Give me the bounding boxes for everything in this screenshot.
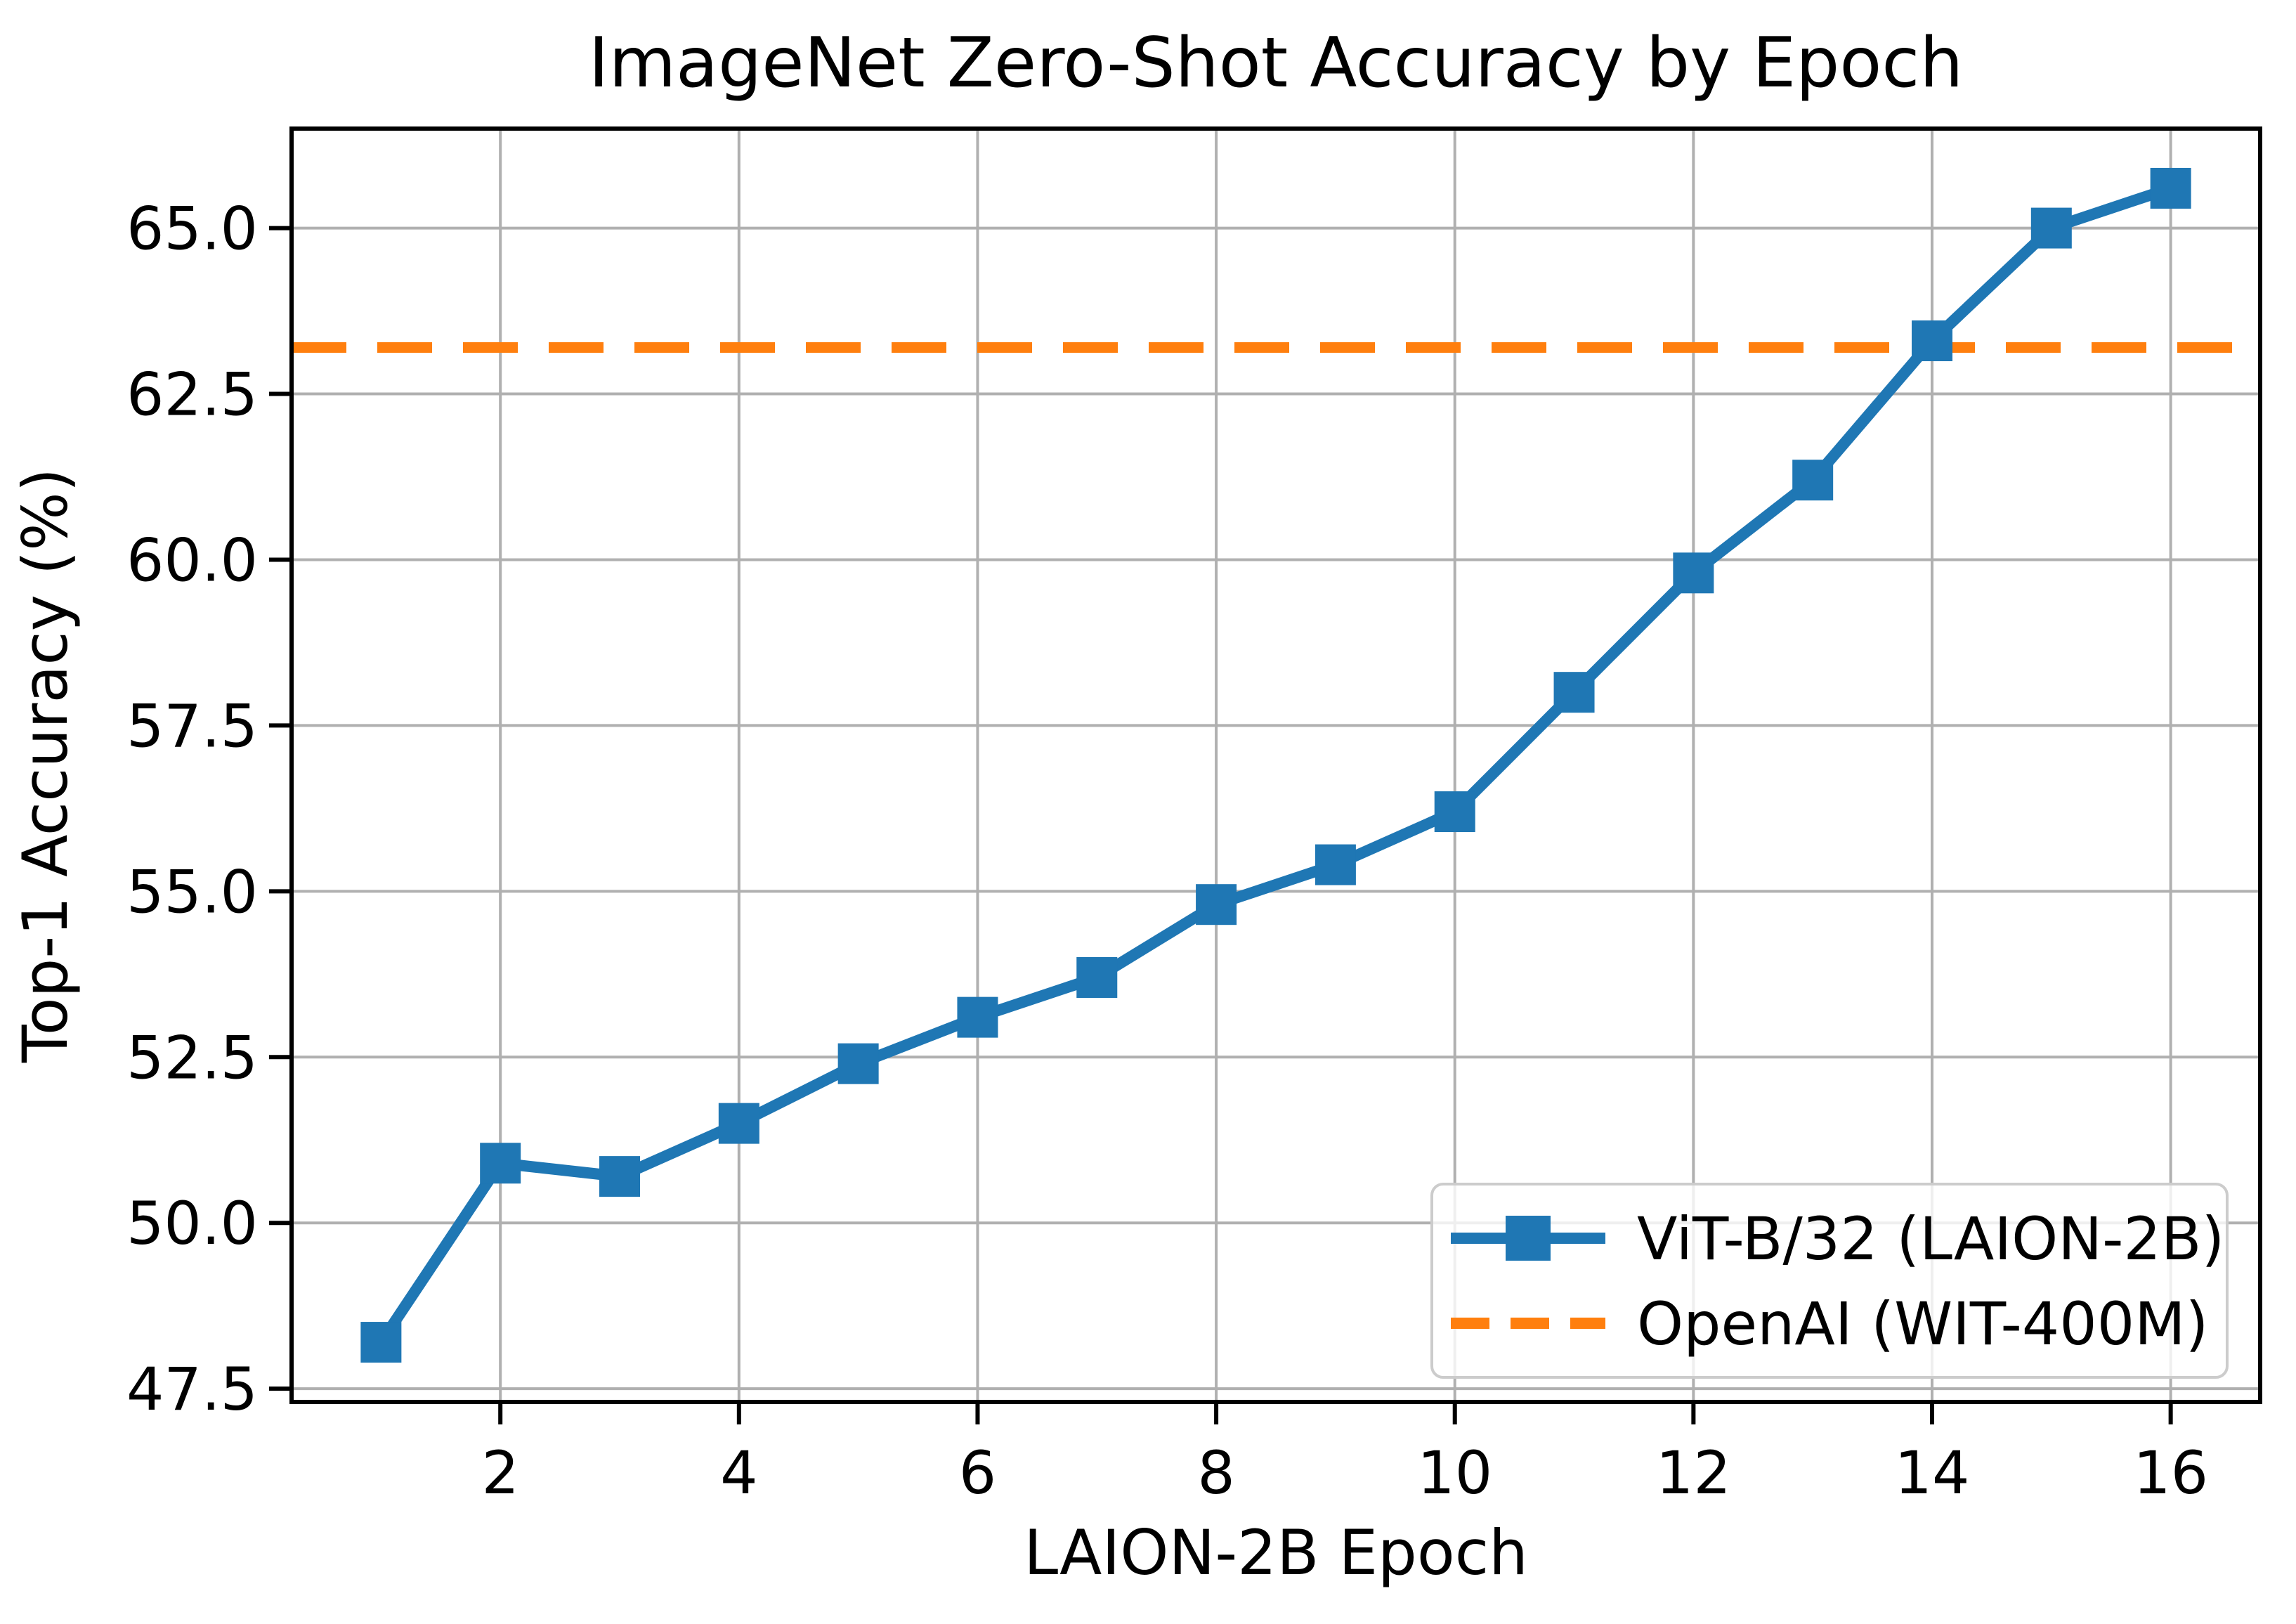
data-point-epoch-9 (1315, 844, 1356, 885)
axes-spines (289, 126, 2262, 1404)
y-tick-label-60: 60.0 (126, 526, 258, 595)
data-point-epoch-14 (1912, 320, 1952, 361)
y-tick-label-47.5: 47.5 (126, 1355, 258, 1424)
data-point-epoch-6 (957, 996, 998, 1038)
plot-frame (289, 126, 2262, 1404)
x-axis-label: LAION-2B Epoch (1024, 1516, 1528, 1589)
x-tick-label-2: 2 (481, 1438, 518, 1507)
axis-ticks (269, 226, 2173, 1424)
data-point-epoch-11 (1553, 672, 1595, 713)
data-point-epoch-5 (837, 1043, 879, 1084)
data-point-epoch-15 (2030, 207, 2072, 249)
data-point-epoch-2 (480, 1143, 521, 1184)
data-point-epoch-1 (360, 1322, 402, 1363)
data-point-epoch-16 (2150, 167, 2191, 209)
vit-series-line (376, 183, 2173, 1346)
gridlines (292, 129, 2260, 1402)
data-point-epoch-4 (718, 1103, 759, 1144)
x-tick-label-8: 8 (1197, 1438, 1234, 1507)
y-tick-label-65: 65.0 (126, 195, 258, 264)
y-tick-label-57.5: 57.5 (126, 691, 258, 760)
y-tick-label-62.5: 62.5 (126, 360, 258, 429)
y-axis-label: Top-1 Accuracy (%) (9, 468, 81, 1063)
data-point-epoch-8 (1196, 884, 1237, 925)
legend-label-vit: ViT-B/32 (LAION-2B) (1637, 1204, 2224, 1273)
legend: ViT-B/32 (LAION-2B) OpenAI (WIT-400M) (1430, 1183, 2229, 1379)
x-tick-label-12: 12 (1656, 1438, 1731, 1507)
legend-box (1430, 1183, 2229, 1379)
chart-title: ImageNet Zero-Shot Accuracy by Epoch (589, 23, 1964, 103)
x-tick-label-14: 14 (1895, 1438, 1970, 1507)
data-point-epoch-13 (1792, 460, 1834, 501)
legend-label-openai: OpenAI (WIT-400M) (1637, 1290, 2208, 1358)
vit-series-layer (360, 167, 2191, 1363)
axis-tick-labels: 47.5 50.0 52.5 55.0 57.5 60.0 62.5 65.0 2 4 6 8 10 12… (126, 195, 2208, 1507)
y-tick-label-52.5: 52.5 (126, 1023, 258, 1092)
data-point-epoch-10 (1434, 791, 1475, 833)
x-tick-label-10: 10 (1417, 1438, 1492, 1507)
x-tick-label-4: 4 (720, 1438, 757, 1507)
data-point-epoch-7 (1076, 957, 1118, 998)
legend-square-marker-icon (1506, 1216, 1551, 1261)
y-tick-label-55: 55.0 (126, 857, 258, 926)
x-tick-label-16: 16 (2133, 1438, 2208, 1507)
y-tick-label-50: 50.0 (126, 1189, 258, 1258)
data-point-epoch-3 (599, 1156, 640, 1197)
data-point-epoch-12 (1673, 552, 1714, 594)
x-tick-label-6: 6 (959, 1438, 996, 1507)
